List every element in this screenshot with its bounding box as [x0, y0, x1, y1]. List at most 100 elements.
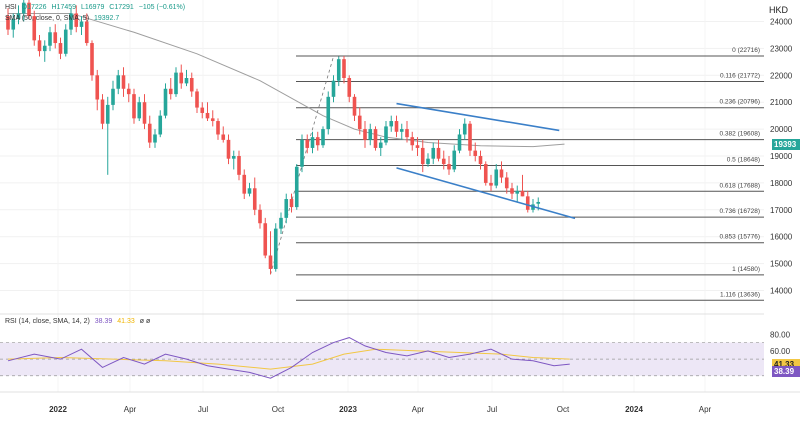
candle-body	[331, 80, 336, 97]
candle-body	[116, 75, 121, 89]
candle-body	[326, 96, 331, 130]
candle-body	[137, 102, 142, 119]
candle-body	[483, 164, 488, 183]
time-axis: 2022 Apr Jul Oct 2023 Apr Jul Oct 2024 Apr	[0, 391, 800, 414]
candle-body	[499, 169, 504, 178]
candle-body	[200, 107, 205, 113]
candle-body	[158, 115, 163, 135]
price-tick-label: 14000	[770, 286, 793, 295]
candle-body	[11, 18, 16, 30]
time-tick-label: Apr	[699, 405, 712, 414]
close-value: C17291	[109, 4, 134, 11]
rsi-sma-line	[7, 348, 570, 370]
candle-body	[126, 88, 131, 95]
candle-body	[163, 88, 168, 116]
candle-body	[216, 121, 220, 135]
rsi-header: RSI (14, close, SMA, 14, 2) 38.39 41.33 …	[5, 318, 153, 325]
candle-body	[153, 134, 157, 143]
time-tick-label: 2024	[625, 405, 643, 414]
candle-body	[399, 129, 404, 132]
candle-body	[132, 94, 136, 119]
candle-body	[336, 59, 341, 81]
rsi-pane: 80.00 60.00	[0, 313, 791, 379]
candle-body	[210, 118, 215, 122]
candle-body	[289, 199, 294, 208]
channel-lower-line	[396, 167, 576, 220]
candle-body	[168, 88, 173, 95]
candle-body	[100, 99, 105, 124]
fib-label: 1.116 (13636)	[720, 291, 760, 298]
symbol-header: HSI O17226 H17459 L16979 C17291 −105 (−0…	[5, 4, 188, 11]
candle-body	[142, 102, 147, 124]
candle-body	[184, 78, 189, 84]
candle-body	[174, 72, 178, 95]
candle-body	[6, 16, 10, 30]
candle-body	[305, 139, 310, 148]
candle-body	[294, 166, 299, 208]
sma-label: SMA (50, close, 0, SMA, 5)	[5, 15, 90, 22]
candle-body	[53, 32, 58, 44]
change-value: −105 (−0.61%)	[138, 4, 186, 11]
price-tick-label: 17000	[770, 206, 793, 215]
fibonacci-levels: 0 (22716) 0.116 (21772) 0.236 (20796) 0.382…	[296, 47, 764, 301]
candle-body	[431, 147, 436, 159]
candle-body	[21, 2, 26, 14]
candle-body	[74, 13, 79, 27]
rsi-label: RSI (14, close, SMA, 14, 2)	[5, 318, 90, 325]
candle-body	[16, 13, 21, 19]
candle-body	[273, 228, 278, 269]
candle-body	[179, 72, 184, 84]
candle-body	[504, 177, 509, 189]
rsi-tick-label: 60.00	[770, 347, 791, 356]
rsi-extra: ø ø	[139, 318, 151, 325]
fib-label: 1 (14580)	[732, 266, 760, 273]
candle-body	[321, 129, 325, 146]
candle-body	[48, 32, 52, 46]
sma-header: SMA (50, close, 0, SMA, 5) 19392.7	[5, 15, 122, 22]
candle-body	[357, 115, 362, 130]
open-value: O17226	[21, 4, 47, 11]
candle-body	[462, 123, 467, 135]
candle-body	[37, 40, 42, 52]
candle-body	[284, 199, 289, 218]
rsi-tick-label: 80.00	[770, 330, 791, 339]
candle-body	[468, 123, 472, 151]
candle-body	[32, 16, 37, 41]
candle-body	[415, 145, 420, 148]
fib-label: 0.853 (15776)	[720, 234, 760, 241]
candle-body	[310, 137, 315, 148]
candle-body	[457, 134, 462, 151]
price-channel	[396, 102, 576, 220]
candle-body	[252, 188, 257, 210]
fib-label: 0 (22716)	[732, 47, 760, 54]
price-tick-label: 18000	[770, 179, 793, 188]
candle-body	[363, 129, 367, 140]
candle-body	[315, 137, 320, 146]
price-tick-label: 15000	[770, 260, 793, 269]
time-tick-label: Apr	[124, 405, 137, 414]
time-tick-label: 2022	[49, 405, 67, 414]
candle-body	[205, 112, 210, 119]
candle-body	[494, 169, 499, 186]
time-tick-label: Jul	[487, 405, 497, 414]
rsi-badge: 38.39	[772, 365, 800, 377]
candle-body	[410, 137, 415, 146]
candle-body	[263, 223, 268, 256]
candle-body	[147, 123, 152, 143]
channel-upper-line	[396, 102, 560, 132]
fib-label: 0.736 (16728)	[720, 208, 760, 215]
candle-body	[347, 78, 352, 97]
candle-body	[242, 174, 247, 194]
candle-body	[58, 43, 63, 54]
candle-body	[420, 147, 425, 165]
rsi-sma-header-value: 41.33	[117, 318, 135, 325]
price-tick-label: 16000	[770, 233, 793, 242]
fib-label: 0.5 (18648)	[727, 156, 760, 163]
candle-body	[105, 104, 110, 124]
time-tick-label: Jul	[198, 405, 208, 414]
time-tick-label: Apr	[412, 405, 425, 414]
candle-body	[478, 156, 483, 165]
fib-label: 0.382 (19608)	[720, 131, 760, 138]
price-tick-label: 20000	[770, 125, 793, 134]
